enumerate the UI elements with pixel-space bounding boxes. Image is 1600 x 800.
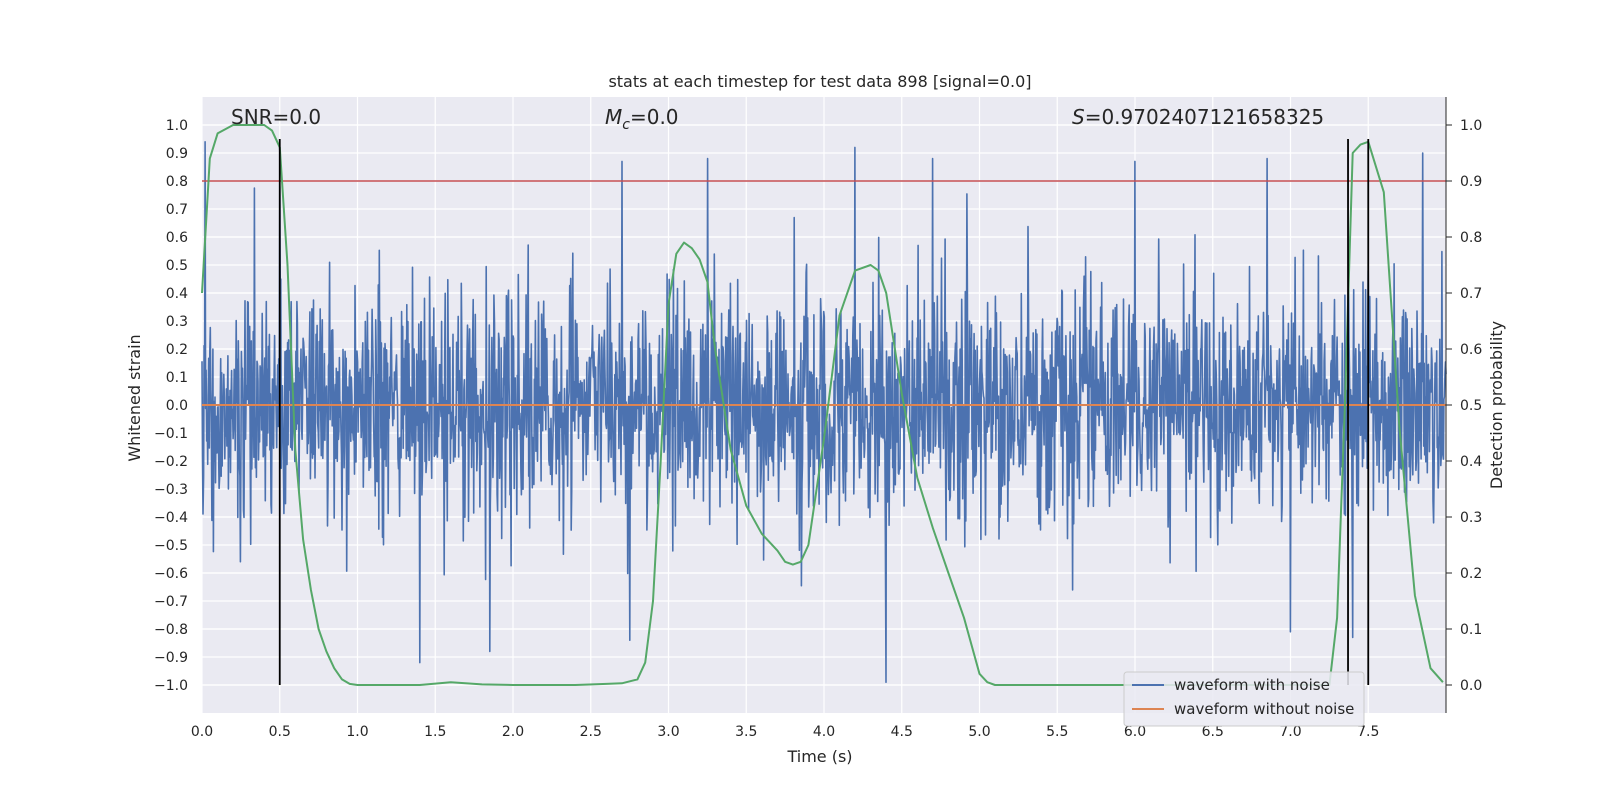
y-tick-label: −0.5: [154, 538, 188, 554]
y-tick-label: −0.2: [154, 454, 188, 470]
y-tick-label: 1.0: [166, 118, 188, 134]
y-tick-label: −0.9: [154, 650, 188, 666]
x-tick-label: 4.5: [891, 724, 913, 740]
y-tick-label: 0.6: [166, 230, 188, 246]
y-tick-label: −0.1: [154, 426, 188, 442]
x-tick-label: 2.5: [580, 724, 602, 740]
y-right-tick-label: 0.1: [1460, 622, 1482, 638]
x-tick-label: 2.0: [502, 724, 524, 740]
x-tick-label: 6.5: [1202, 724, 1224, 740]
x-tick-label: 0.0: [191, 724, 213, 740]
y-right-axis-title: Detection probability: [1487, 321, 1506, 489]
vertical-markers: [278, 139, 1370, 685]
chirp-mass-value: =0.0: [630, 105, 679, 129]
axes: 0.0 0.5 1.0 1.5 2.0 2.5 3.0 3.5 4.0 4.5 5.0 5.5 6.0 6…: [154, 97, 1482, 740]
y-tick-label: −1.0: [154, 678, 188, 694]
legend: waveform with noise waveform without noi…: [1123, 671, 1365, 727]
noisy-waveform-line: [201, 141, 1447, 683]
y-tick-label: 0.1: [166, 370, 188, 386]
legend-label-clean: waveform without noise: [1174, 700, 1354, 718]
chirp-mass-annotation: Mc=0.0: [605, 105, 679, 133]
y-tick-label: −0.8: [154, 622, 188, 638]
y-tick-label: 0.9: [166, 146, 188, 162]
y-right-tick-label: 0.5: [1460, 398, 1482, 414]
chirp-mass-subscript: c: [622, 117, 630, 133]
snr-annotation: SNR=0.0: [231, 105, 321, 129]
y-tick-label: −0.6: [154, 566, 188, 582]
y-right-tick-label: 0.2: [1460, 566, 1482, 582]
y-tick-label: 0.4: [166, 286, 188, 302]
x-tick-label: 1.5: [424, 724, 446, 740]
y-right-tick-label: 0.3: [1460, 510, 1482, 526]
y-tick-label: 0.7: [166, 202, 188, 218]
y-right-tick-label: 0.9: [1460, 174, 1482, 190]
y-tick-label: −0.7: [154, 594, 188, 610]
x-tick-label: 7.0: [1279, 724, 1301, 740]
x-tick-label: 1.0: [346, 724, 368, 740]
x-tick-label: 0.5: [269, 724, 291, 740]
legend-box: [1123, 671, 1365, 727]
y-tick-label: −0.4: [154, 510, 188, 526]
y-right-tick-label: 0.7: [1460, 286, 1482, 302]
y-right-tick-label: 0.6: [1460, 342, 1482, 358]
x-tick-label: 5.5: [1046, 724, 1068, 740]
score-value: =0.9702407121658325: [1085, 105, 1324, 129]
chirp-mass-symbol: M: [605, 105, 622, 129]
y-tick-label: 0.0: [166, 398, 188, 414]
y-tick-label: 0.5: [166, 258, 188, 274]
x-axis-title: Time (s): [786, 747, 852, 766]
y-tick-label: −0.3: [154, 482, 188, 498]
x-tick-label: 6.0: [1124, 724, 1146, 740]
y-tick-label: 0.3: [166, 314, 188, 330]
y-right-tick-label: 0.0: [1460, 678, 1482, 694]
score-symbol: S: [1072, 105, 1085, 129]
y-right-tick-label: 1.0: [1460, 118, 1482, 134]
x-tick-label: 3.0: [657, 724, 679, 740]
chart-title: stats at each timestep for test data 898…: [608, 72, 1031, 91]
y-right-tick-label: 0.4: [1460, 454, 1482, 470]
x-tick-label: 7.5: [1357, 724, 1379, 740]
score-annotation: S=0.9702407121658325: [1072, 105, 1324, 129]
x-tick-label: 5.0: [968, 724, 990, 740]
y-tick-label: 0.8: [166, 174, 188, 190]
y-tick-label: 0.2: [166, 342, 188, 358]
legend-label-noisy: waveform with noise: [1174, 676, 1330, 694]
x-tick-label: 3.5: [735, 724, 757, 740]
x-tick-label: 4.0: [813, 724, 835, 740]
y-axis-title: Whitened strain: [125, 334, 144, 461]
noisy-waveform-series: [201, 141, 1447, 683]
y-right-tick-label: 0.8: [1460, 230, 1482, 246]
